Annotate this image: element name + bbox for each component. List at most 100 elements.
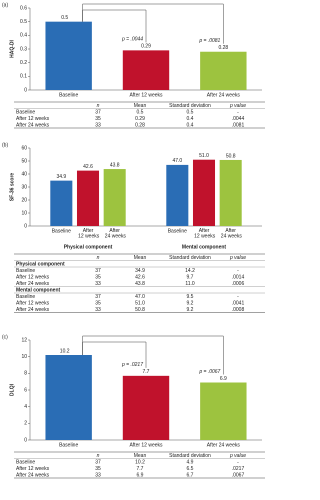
table-cell: 33 <box>95 122 101 128</box>
table-cell: 37 <box>95 294 101 300</box>
x-tick-label: Baseline <box>52 228 71 234</box>
table-cell: 9.5 <box>187 294 194 300</box>
table-cell: 0.28 <box>135 122 145 128</box>
table-cell: 47.0 <box>135 294 145 300</box>
page: (a) HAQ-DI 0 0.1 0.2 0.3 0.4 0.5 0.6 0.5 Baseline 0… <box>2 2 265 479</box>
annotation: p = .0067 <box>198 369 220 375</box>
y-tick-label: 0.2 <box>20 60 27 66</box>
bar <box>50 180 73 226</box>
value-label: 43.8 <box>110 162 120 168</box>
table-section-title: Mental component <box>16 287 61 293</box>
table-header: n <box>97 103 100 109</box>
panel-label: (b) <box>2 142 8 148</box>
table-section-title: Physical component <box>16 261 65 267</box>
bar <box>200 51 247 90</box>
table-cell: .0217 <box>232 466 245 472</box>
y-tick-label: 0.1 <box>20 74 27 80</box>
table-header: Mean <box>134 255 147 261</box>
bar <box>166 164 189 226</box>
table-cell: .0041 <box>232 300 245 306</box>
value-label: 0.28 <box>218 45 228 51</box>
x-tick-label: After 24 weeks <box>103 228 126 240</box>
y-tick-label: 0.3 <box>20 46 27 52</box>
y-tick-label: 2 <box>24 421 27 427</box>
table-cell: 35 <box>95 274 101 280</box>
bar <box>103 169 126 226</box>
value-label: 0.29 <box>141 44 151 50</box>
table-cell: - <box>237 268 239 274</box>
table-cell: 33 <box>95 307 101 313</box>
table-cell: 50.8 <box>135 307 145 313</box>
y-tick-label: 12 <box>21 337 27 343</box>
group-label: Mental component <box>182 244 227 250</box>
table-cell: .0008 <box>232 307 245 313</box>
y-tick-label: 0 <box>24 223 27 229</box>
y-tick-label: 50 <box>21 158 27 164</box>
bar <box>192 159 216 226</box>
bar <box>122 50 170 90</box>
y-tick-label: 60 <box>21 145 27 151</box>
table-header: p value <box>229 103 246 109</box>
bar <box>45 355 92 440</box>
table-cell: 51.0 <box>135 300 145 306</box>
y-tick-label: 0.6 <box>20 5 27 11</box>
panel-label: (c) <box>2 334 8 340</box>
table-cell: After 24 weeks <box>16 281 50 287</box>
value-label: 42.6 <box>83 164 93 170</box>
table-cell: After 12 weeks <box>16 466 50 472</box>
annotation: p = .0217 <box>121 362 143 368</box>
y-tick-label: 6 <box>24 387 27 393</box>
table-cell: After 12 weeks <box>16 300 50 306</box>
y-tick-label: 40 <box>21 171 27 177</box>
table-cell: 35 <box>95 466 101 472</box>
table-cell: - <box>237 459 239 465</box>
x-tick-label: After 12 weeks <box>129 442 163 448</box>
table-cell: Baseline <box>16 294 35 300</box>
y-tick-label: 4 <box>24 404 27 410</box>
table-header: Standard deviation <box>169 255 211 261</box>
table-cell: 9.7 <box>187 274 194 280</box>
table-header: p value <box>229 453 246 459</box>
x-tick-label: After 24 weeks <box>207 442 241 448</box>
x-tick-label: After 12 weeks <box>193 228 216 240</box>
table-header: Standard deviation <box>169 453 211 459</box>
value-label: 51.0 <box>199 153 209 159</box>
y-tick-label: 0 <box>24 437 27 443</box>
bar <box>219 159 242 226</box>
x-tick-label: After 12 weeks <box>77 228 100 240</box>
table-cell: 42.6 <box>135 274 145 280</box>
table-cell: 37 <box>95 459 101 465</box>
table-cell: 10.2 <box>135 459 145 465</box>
bar <box>76 170 100 226</box>
table-cell: 43.8 <box>135 281 145 287</box>
table-cell: - <box>237 109 239 115</box>
y-tick-label: 0.5 <box>20 19 27 25</box>
table-cell: 6.9 <box>137 472 144 478</box>
y-tick-label: 10 <box>21 354 27 360</box>
x-tick-label: Baseline <box>168 228 187 234</box>
y-tick-label: 30 <box>21 184 27 190</box>
x-tick-label: After 24 weeks <box>219 228 242 240</box>
significance-bracket <box>82 335 224 375</box>
bar <box>45 21 92 91</box>
value-label: 6.9 <box>220 376 227 382</box>
table-header: p value <box>229 255 246 261</box>
significance-bracket <box>82 3 224 44</box>
table-cell: .0081 <box>232 122 245 128</box>
x-tick-label: After 12 weeks <box>129 92 163 98</box>
table-cell: - <box>237 294 239 300</box>
table-cell: 14.2 <box>185 268 195 274</box>
y-axis-label: DLQI <box>9 383 15 396</box>
table-cell: 33 <box>95 281 101 287</box>
table-cell: .0044 <box>232 116 245 122</box>
table-cell: 37 <box>95 268 101 274</box>
table-cell: 9.2 <box>187 300 194 306</box>
y-axis-label: SF-36 score <box>9 173 15 202</box>
table-cell: 11.0 <box>185 281 195 287</box>
table-cell: 0.5 <box>187 109 194 115</box>
table-cell: 35 <box>95 300 101 306</box>
x-tick-label: After 24 weeks <box>207 92 241 98</box>
panel-label: (a) <box>2 2 8 8</box>
table-cell: 0.5 <box>137 109 144 115</box>
table-cell: After 12 weeks <box>16 274 50 280</box>
